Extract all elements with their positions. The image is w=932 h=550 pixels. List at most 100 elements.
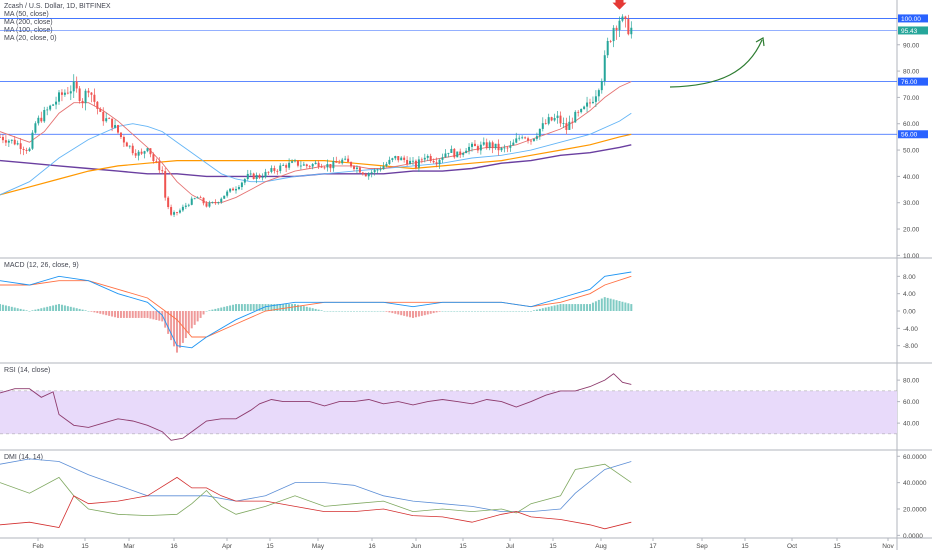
macd-histogram-bar [376,311,379,312]
macd-histogram-bar [58,304,60,311]
macd-histogram-bar [75,308,78,311]
candle-body [214,202,217,204]
candle-body [429,155,432,161]
candle-body [299,165,302,167]
macd-histogram-bar [450,311,453,312]
macd-histogram-bar [409,311,412,318]
candle-body [379,169,382,171]
time-tick-label: Jul [506,543,515,550]
time-tick-label: 15 [81,543,89,550]
macd-histogram-bar [16,308,19,311]
candle-body [594,96,597,102]
macd-histogram-bar [606,297,609,311]
macd-histogram-bar [0,304,1,311]
candle-body [571,121,574,123]
macd-histogram-bar [134,311,137,318]
level-tag-2 [898,130,928,139]
macd-histogram-bar [394,311,397,314]
candle-body [591,101,594,103]
macd-histogram-bar [329,311,332,312]
candle-body [373,169,376,173]
candle-body [562,123,565,124]
macd-histogram-bar [391,311,394,314]
legend-ma200: MA (200, close) [4,19,53,26]
macd-histogram-bar [193,311,196,325]
time-tick-label: 15 [459,543,467,550]
price-tick-label: 40.00 [903,174,920,181]
chart-title: Zcash / U.S. Dollar, 1D, BITFINEX [4,3,111,10]
macd-histogram-bar [173,311,176,347]
macd-histogram-bar [187,311,190,334]
macd-tick-label: 8.00 [903,274,916,281]
macd-histogram-bar [485,311,488,312]
candle-body [16,143,19,145]
candle-body [412,160,414,162]
macd-histogram-bar [358,311,361,312]
dmi-tick-label: 60.0000 [903,454,927,461]
macd-histogram-bar [473,311,476,312]
candle-body [119,132,122,137]
macd-histogram-bar [541,308,544,311]
macd-histogram-bar [90,311,93,312]
dmi-tick-label: 20.0000 [903,507,927,514]
candle-body [468,146,471,151]
macd-histogram-bar [128,311,131,318]
macd-histogram-bar [143,311,146,318]
macd-histogram-bar [108,311,111,316]
candle-body [19,143,22,150]
dmi-tick-label: 0.0000 [903,533,923,540]
candle-body [350,161,353,167]
macd-histogram-bar [229,305,232,311]
candle-body [152,154,155,162]
macd-histogram-bar [211,309,214,311]
candle-body [577,111,580,113]
candle-body [28,148,31,151]
rsi-tick-label: 60.00 [903,399,920,406]
macd-histogram-bar [137,311,140,318]
candle-body [131,145,134,154]
macd-histogram-bar [403,311,406,316]
candle-body [87,90,90,93]
candle-body [479,144,482,151]
macd-histogram-bar [235,304,237,311]
candle-body [164,171,167,198]
macd-histogram-bar [258,304,261,311]
candle-body [128,145,131,147]
candle-body [187,204,190,206]
candle-body [137,151,140,156]
candle-body [624,16,627,20]
time-tick-label: Apr [222,543,233,550]
candle-body [559,115,562,124]
macd-histogram-bar [524,311,527,312]
macd-histogram-bar [270,304,273,311]
rsi-line [0,373,632,441]
macd-histogram-bar [453,311,456,312]
candle-body [181,206,184,211]
candle-body [143,151,146,154]
macd-histogram-bar [102,311,105,315]
candle-body [432,160,435,163]
candle-body [258,174,261,178]
candle-body [361,172,364,175]
macd-histogram-bar [199,311,202,318]
time-tick-label: Feb [32,543,44,550]
candle-body [403,157,406,160]
candle-body [503,147,506,149]
candle-body [232,188,235,191]
macd-histogram-bar [468,311,471,312]
candle-body [291,161,294,163]
macd-tick-label: -4.00 [903,326,918,333]
time-tick-label: 16 [170,543,178,550]
rsi-band [0,390,897,434]
minus-di-line [0,476,632,530]
candle-body [568,121,571,130]
macd-histogram-bar [618,300,621,311]
macd-histogram-bar [43,307,46,311]
candle-body [409,160,412,165]
macd-pane-label: MACD (12, 26, close, 9) [4,262,79,269]
macd-histogram-bar [31,310,34,311]
candle-body [146,148,149,152]
candle-body [255,174,258,180]
macd-histogram-bar [255,304,258,311]
